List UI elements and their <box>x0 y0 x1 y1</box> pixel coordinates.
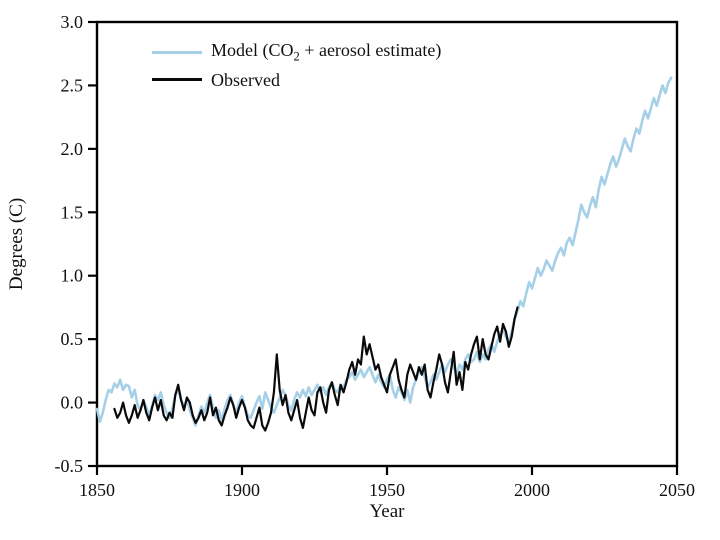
y-axis-title: Degrees (C) <box>6 198 27 290</box>
y-tick-label: 3.0 <box>61 12 84 32</box>
y-tick-label: 0.5 <box>61 329 84 349</box>
legend: Model (CO2 + aerosol estimate) Observed <box>152 40 441 92</box>
x-tick-label: 2050 <box>659 480 695 500</box>
x-axis-title: Year <box>369 501 405 522</box>
legend-label-observed: Observed <box>211 69 280 90</box>
model-line-swatch <box>152 51 202 54</box>
legend-label-model: Model (CO2 + aerosol estimate) <box>211 40 442 64</box>
y-tick-label: -0.5 <box>55 456 84 476</box>
legend-item-model: Model (CO2 + aerosol estimate) <box>152 40 441 65</box>
y-tick-label: 2.0 <box>61 139 84 159</box>
y-tick-label: 2.5 <box>61 75 84 95</box>
y-tick-label: 1.0 <box>61 266 84 286</box>
legend-item-observed: Observed <box>152 67 441 92</box>
y-tick-label: 0.0 <box>61 393 84 413</box>
x-tick-label: 1900 <box>224 480 260 500</box>
x-tick-label: 1950 <box>369 480 405 500</box>
y-tick-label: 1.5 <box>61 202 84 222</box>
observed-line <box>113 306 519 432</box>
model-line <box>95 76 673 427</box>
x-tick-label: 2000 <box>514 480 550 500</box>
x-tick-label: 1850 <box>79 480 115 500</box>
observed-line-swatch <box>152 78 202 81</box>
